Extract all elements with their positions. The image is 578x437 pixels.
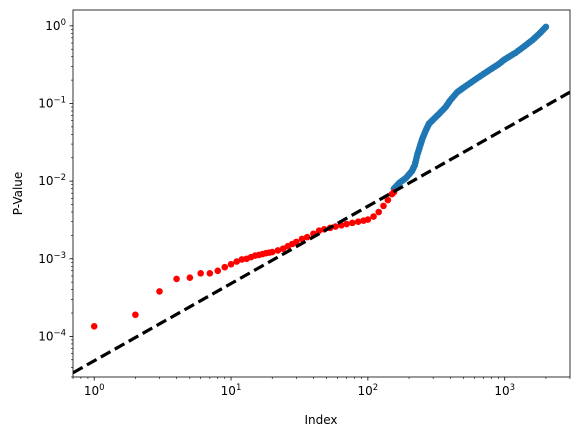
x-tick-label: 103 (494, 383, 515, 398)
red-point (370, 213, 377, 220)
red-point (221, 263, 229, 271)
red-point (214, 267, 222, 275)
x-tick-label: 101 (221, 383, 242, 398)
red-point (206, 269, 214, 277)
red-point (375, 208, 383, 216)
red-point (380, 202, 387, 210)
red-point (364, 216, 372, 223)
red-point (384, 196, 392, 204)
red-point (303, 233, 311, 241)
y-tick-label: 10−3 (38, 251, 66, 266)
red-point (343, 220, 350, 228)
red-point (186, 274, 194, 282)
blue-point (542, 23, 550, 31)
red-point (156, 288, 163, 295)
y-tick-label: 10−2 (38, 173, 66, 188)
x-tick-label: 102 (358, 383, 379, 398)
y-tick-label: 10−4 (38, 328, 66, 343)
y-tick-label: 10−1 (38, 95, 66, 110)
red-point (293, 238, 300, 246)
red-point (315, 227, 323, 234)
red-point (197, 269, 204, 277)
y-tick-label: 100 (45, 18, 66, 33)
red-point (332, 223, 339, 230)
x-axis-label: Index (304, 413, 337, 427)
plot-frame (72, 9, 571, 378)
x-tick-label: 100 (84, 383, 105, 398)
significant-series (90, 188, 398, 330)
red-point (233, 258, 240, 265)
red-point (90, 322, 98, 330)
red-point (268, 248, 276, 256)
red-point (354, 218, 362, 226)
red-point (298, 235, 306, 243)
red-point (132, 311, 139, 319)
non-significant-series (390, 23, 550, 192)
red-point (173, 275, 180, 283)
y-axis-label: P-Value (11, 172, 25, 216)
red-point (274, 247, 282, 254)
y-axis: 10−4 10−3 10−2 10−1 100 (38, 18, 73, 378)
x-axis: 100 101 102 103 (72, 377, 571, 398)
red-point (227, 260, 235, 268)
red-point (349, 219, 356, 227)
